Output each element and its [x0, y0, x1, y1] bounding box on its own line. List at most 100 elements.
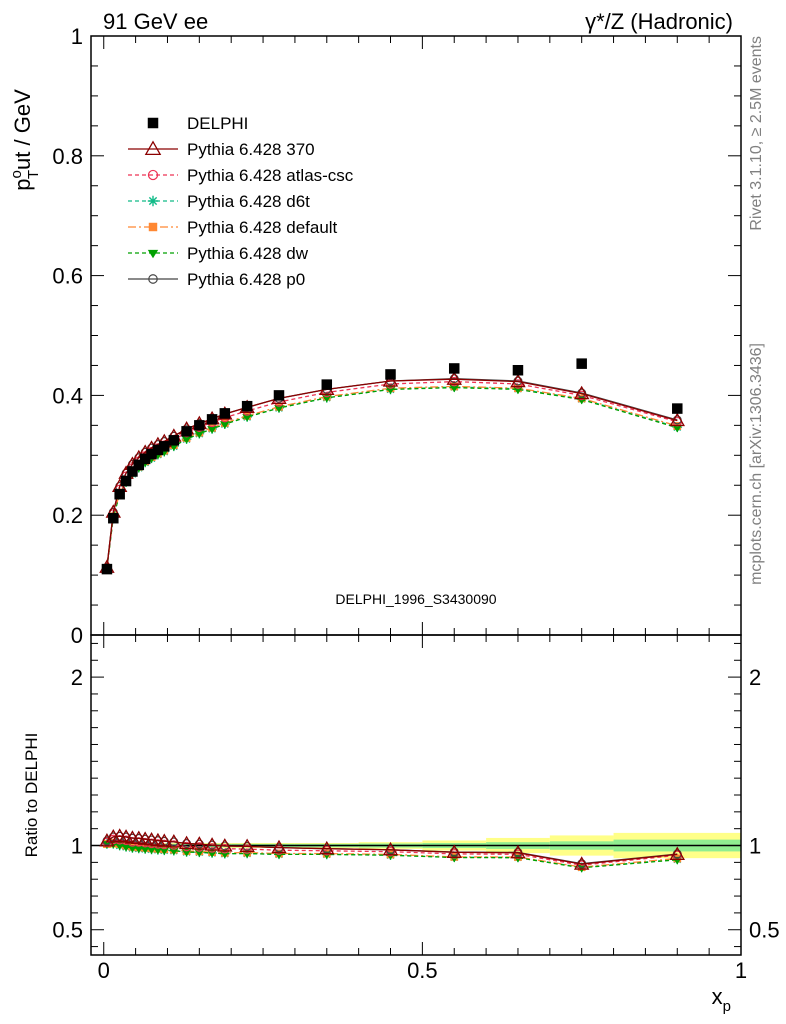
ratio-y-tick-label-right: 1 [749, 834, 761, 859]
series-point-dw [207, 426, 217, 434]
series-point-dw [242, 414, 252, 422]
ratio-point-dw [207, 850, 217, 858]
ratio-point-p370 [156, 833, 173, 847]
series-point-dw [194, 430, 205, 439]
y-tick-label: 0.4 [52, 383, 83, 408]
data-point-delphi [448, 363, 460, 374]
data-point-delphi [181, 426, 192, 437]
x-tick-label: 0.5 [407, 958, 438, 983]
ratio-point-p370 [204, 837, 220, 851]
series-point-dw [321, 394, 332, 403]
y-tick-label: 1 [71, 24, 83, 49]
analysis-id: DELPHI_1996_S3430090 [335, 591, 496, 607]
ratio-point-dw [194, 849, 205, 858]
ratio-point-atlas [220, 843, 230, 854]
data-point-delphi [321, 379, 333, 390]
ratio-y-tick-label: 2 [71, 665, 83, 690]
data-point-delphi [576, 358, 587, 369]
data-point-delphi [159, 441, 170, 452]
legend-marker-delphi [147, 117, 159, 129]
ratio-y-tick-label-right: 2 [749, 665, 761, 690]
ratio-point-p370 [99, 833, 115, 847]
legend-label: Pythia 6.428 default [187, 218, 338, 237]
data-point-delphi [273, 390, 285, 401]
legend-marker-default [148, 222, 158, 232]
y-tick-label: 0 [71, 623, 83, 648]
ratio-y-tick-label: 1 [71, 834, 83, 859]
process-label: γ*/Z (Hadronic) [585, 9, 733, 34]
y-tick-label: 0.2 [52, 503, 83, 528]
ratio-point-dw [169, 847, 179, 856]
x-tick-label: 0 [98, 958, 110, 983]
data-point-delphi [219, 408, 231, 419]
series-line-dw [106, 386, 678, 569]
series-point-atlas [449, 376, 460, 387]
series-point-p370 [446, 371, 462, 385]
ratio-point-dw [133, 845, 144, 854]
ratio-point-atlas [274, 845, 284, 855]
legend-label: Pythia 6.428 d6t [187, 192, 310, 211]
series-point-dw [220, 421, 230, 429]
main-y-axis-label: poTut / GeV [8, 89, 42, 191]
ratio-point-atlas [140, 837, 150, 848]
data-point-delphi [127, 466, 138, 477]
ratio-point-atlas [121, 835, 131, 846]
ratio-point-p370 [166, 833, 182, 848]
data-point-delphi [241, 400, 253, 412]
legend: DELPHI Pythia 6.428 370 Pythia 6.428 atlas… [128, 114, 354, 289]
x-tick-label: 1 [735, 958, 747, 983]
ratio-point-p370 [191, 836, 208, 850]
series-line-default [106, 385, 678, 569]
ratio-point-p370 [510, 844, 526, 859]
series-line-p0 [106, 377, 678, 568]
ratio-point-dw [127, 845, 138, 853]
x-axis-label: xp [712, 984, 731, 1015]
data-point-delphi [139, 453, 151, 465]
data-point-delphi [512, 364, 524, 376]
ratio-point-p370 [271, 839, 287, 854]
data-point-delphi [101, 563, 113, 575]
ratio-point-p370 [319, 840, 335, 855]
data-point-delphi [168, 435, 180, 446]
ratio-point-p370 [217, 838, 233, 852]
ratio-point-p370 [573, 856, 590, 870]
data-point-delphi [152, 444, 164, 456]
legend-marker-p370 [144, 140, 162, 156]
series-point-dw [385, 386, 396, 395]
energy-label: 91 GeV ee [103, 9, 208, 34]
data-point-delphi [194, 420, 205, 431]
ratio-point-p370 [178, 835, 195, 850]
ratio-plot-panel: 0 0.5 10.5 0.51 12 2 [52, 634, 780, 983]
series-point-p370 [573, 385, 590, 400]
data-point-delphi [672, 403, 683, 414]
ratio-point-atlas [242, 844, 252, 854]
legend-marker-d6t [147, 195, 159, 207]
legend-label: Pythia 6.428 dw [187, 244, 309, 263]
legend-marker-atlas [147, 169, 159, 181]
data-point-delphi [385, 369, 396, 380]
ratio-point-dw [153, 847, 163, 855]
series-line-d6t [106, 386, 678, 569]
ratio-point-atlas [194, 842, 205, 852]
series-point-p370 [382, 373, 399, 387]
ratio-point-atlas [207, 843, 217, 853]
y-tick-label: 0.6 [52, 264, 83, 289]
ratio-point-dw [146, 846, 157, 855]
legend-label: Pythia 6.428 370 [187, 140, 315, 159]
ratio-point-dw [140, 846, 150, 854]
series-line-p370 [106, 378, 678, 568]
ratio-point-p370 [669, 846, 685, 861]
ratio-y-axis-label: Ratio to DELPHI [22, 733, 41, 858]
ratio-point-dw [159, 847, 170, 856]
series-point-atlas [385, 379, 396, 389]
ratio-point-dw [181, 849, 192, 857]
ratio-plot-frame [90, 634, 742, 956]
y-tick-label: 0.8 [52, 144, 83, 169]
data-point-delphi [146, 448, 157, 460]
ratio-point-atlas [146, 838, 157, 849]
series-point-dw [449, 384, 460, 393]
data-point-delphi [206, 414, 218, 425]
series-point-dw [672, 424, 683, 433]
legend-label: Pythia 6.428 atlas-csc [187, 166, 354, 185]
mcplots-label: mcplots.cern.ch [arXiv:1306.3436] [748, 343, 765, 585]
